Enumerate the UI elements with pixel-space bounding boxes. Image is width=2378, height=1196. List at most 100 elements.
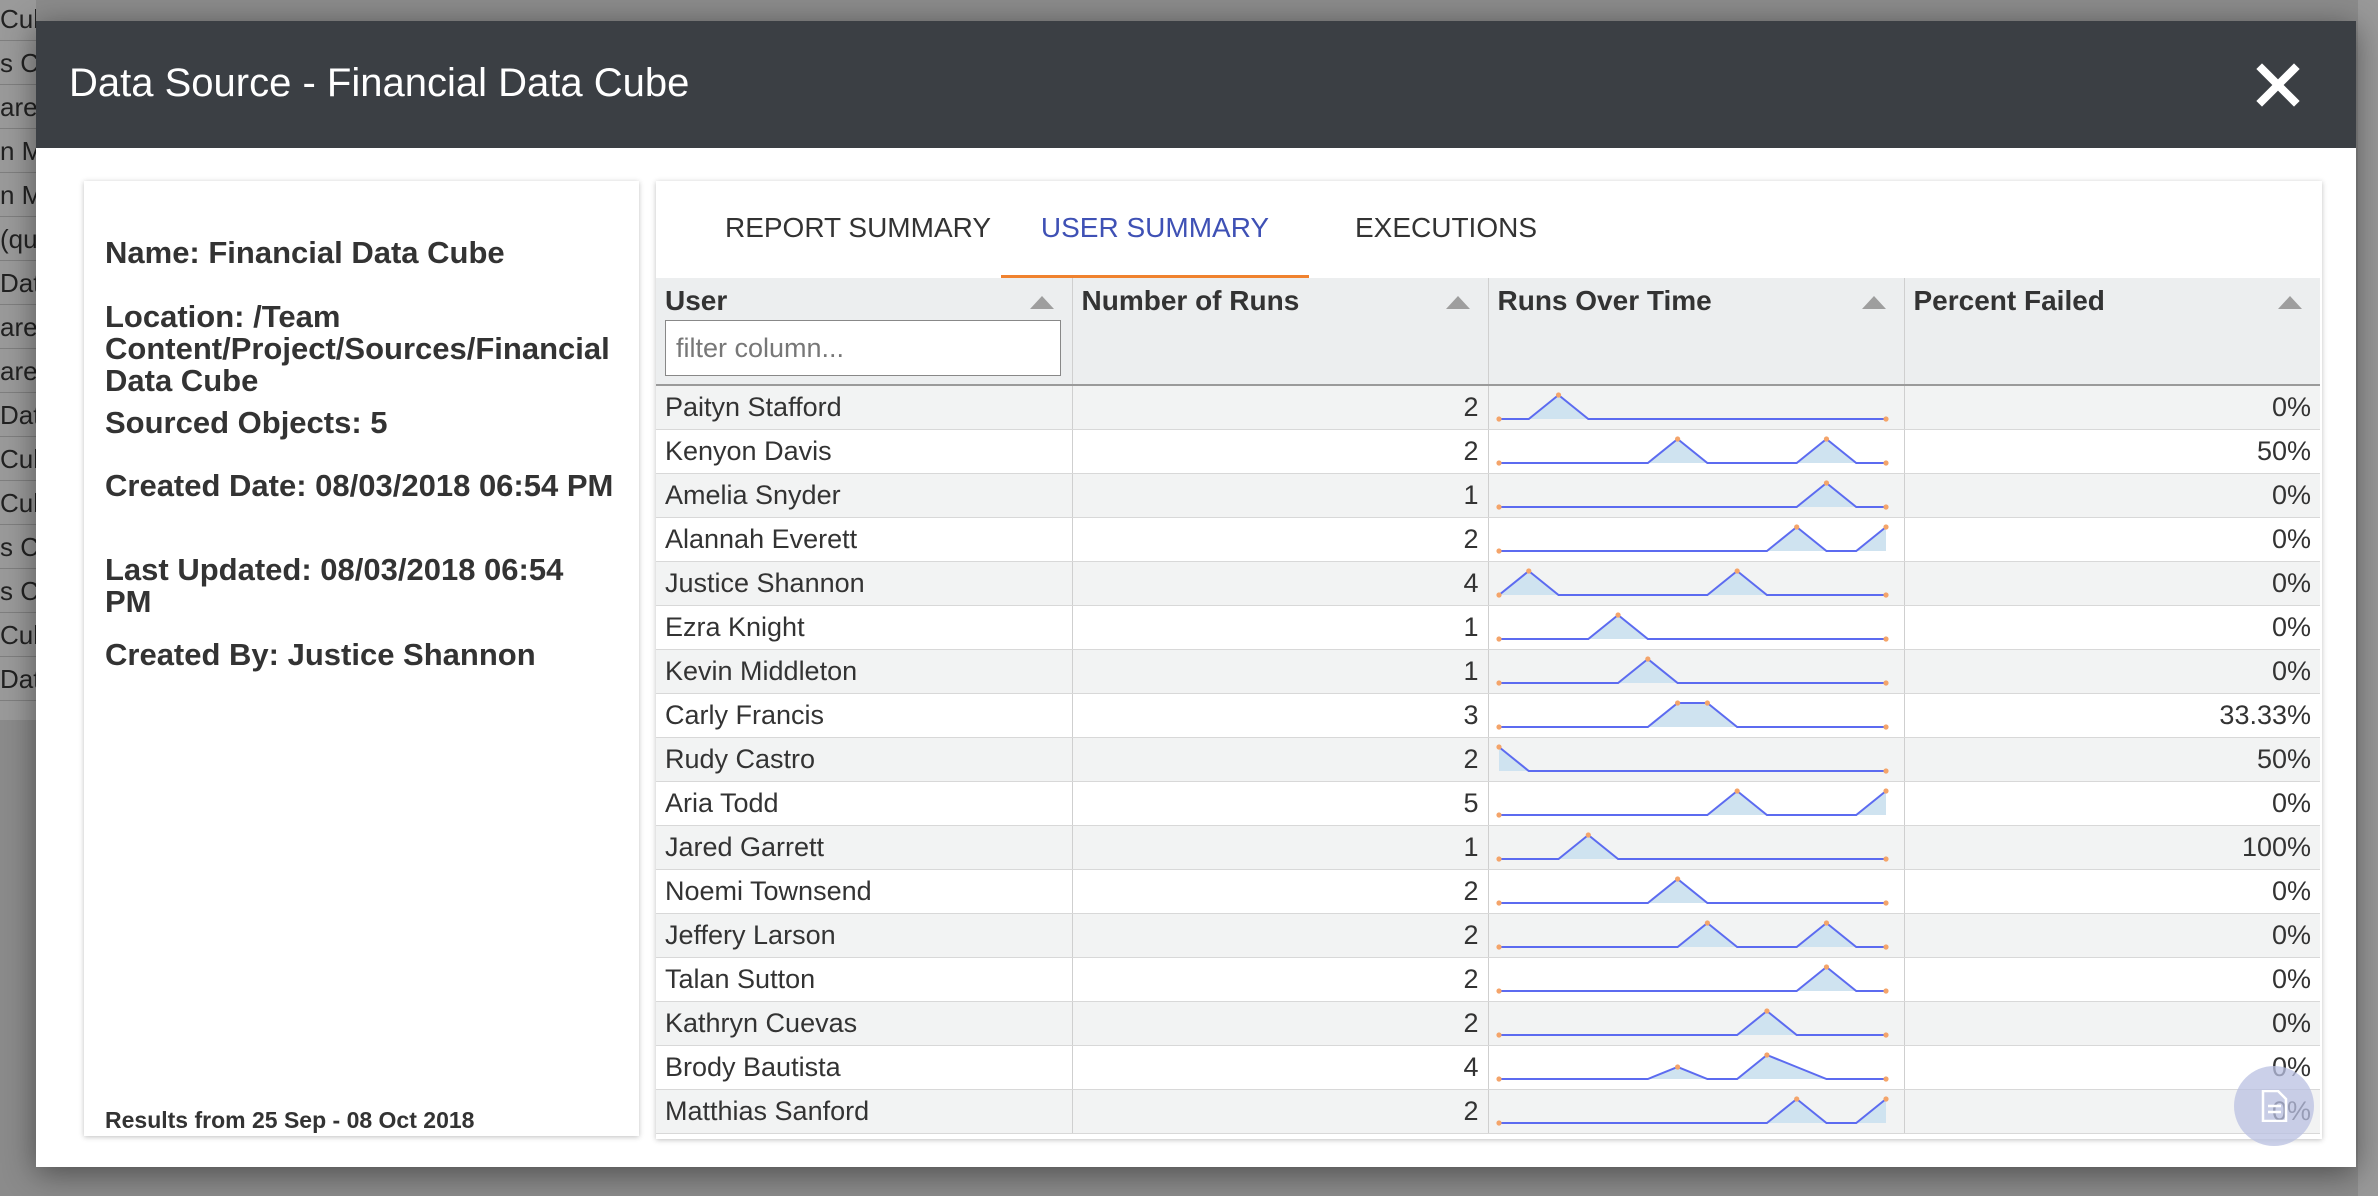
sparkline-area	[1498, 747, 1886, 771]
cell-percent-failed: 0%	[1904, 473, 2320, 518]
sparkline-line	[1497, 569, 1886, 596]
sparkline-marker	[1674, 1064, 1680, 1070]
sparkline-marker	[1823, 480, 1829, 486]
table-row[interactable]: Kevin Middleton 1 0%	[656, 649, 2320, 694]
table-row[interactable]: Kathryn Cuevas 2 0%	[656, 1001, 2320, 1046]
table-row[interactable]: Matthias Sanford20%	[656, 1089, 2320, 1134]
sparkline-marker	[1793, 524, 1799, 530]
cell-percent-failed: 50%	[1904, 737, 2320, 782]
cell-runs-over-time	[1488, 913, 1905, 958]
cell-number-of-runs: 2	[1072, 429, 1489, 474]
sparkline-marker	[1882, 768, 1889, 774]
table-row[interactable]: Noemi Townsend 2 0%	[656, 869, 2320, 914]
sparkline-line	[1498, 965, 1886, 992]
tab-executions[interactable]: EXECUTIONS	[1354, 212, 1538, 243]
table-row[interactable]: Carly Francis 3 33.33%	[656, 693, 2320, 738]
sparkline-marker	[1674, 700, 1680, 706]
sparkline-marker	[1823, 436, 1829, 442]
sparkline-area	[1498, 527, 1886, 551]
cell-runs-over-time	[1488, 869, 1905, 914]
sparkline-marker	[1882, 524, 1889, 530]
sparkline-marker	[1525, 568, 1531, 574]
table-row[interactable]: Aria Todd 5 0%	[656, 781, 2320, 826]
sparkline-area	[1498, 1055, 1886, 1079]
sparkline-marker	[1585, 832, 1591, 838]
background-cell: n Ma	[0, 136, 36, 173]
sparkline-chart	[1495, 1096, 1889, 1126]
sparkline-marker	[1882, 1076, 1889, 1082]
table-row[interactable]: Brody Bautista 4 0%	[656, 1045, 2320, 1090]
detail-sourced-objects: Sourced Objects: 5	[105, 405, 388, 440]
sparkline-marker	[1674, 876, 1680, 882]
cell-runs-over-time	[1488, 561, 1905, 606]
cell-number-of-runs: 4	[1072, 561, 1489, 606]
table-row[interactable]: Kenyon Davis 2 50%	[656, 429, 2320, 474]
sparkline-marker	[1495, 1076, 1502, 1082]
sparkline-chart	[1495, 480, 1889, 510]
sparkline-area	[1498, 791, 1886, 815]
sparkline-line	[1498, 1053, 1886, 1080]
cell-user: Aria Todd	[656, 781, 1073, 826]
detail-created-date: Created Date: 08/03/2018 06:54 PM	[105, 468, 614, 503]
sparkline-marker	[1495, 504, 1502, 510]
sparkline-line	[1498, 1009, 1886, 1036]
sparkline-line	[1498, 877, 1886, 904]
sparkline-line	[1498, 1097, 1887, 1124]
background-cell: Cub	[0, 4, 36, 41]
column-header-user[interactable]: User	[656, 278, 1073, 386]
sparkline-marker	[1495, 988, 1502, 994]
sort-up-icon[interactable]	[2278, 296, 2302, 309]
background-cell: (qu	[0, 224, 36, 261]
cell-percent-failed: 33.33%	[1904, 693, 2320, 738]
export-fab-button[interactable]	[2234, 1066, 2314, 1146]
table-row[interactable]: Alannah Everett 2 0%	[656, 517, 2320, 562]
sparkline-line	[1498, 613, 1886, 640]
table-row[interactable]: Talan Sutton 2 0%	[656, 957, 2320, 1002]
sort-up-icon[interactable]	[1445, 296, 1470, 309]
cell-percent-failed: 50%	[1904, 429, 2320, 474]
tab-bar: REPORT SUMMARY USER SUMMARY EXECUTIONS	[656, 181, 2322, 279]
background-cell: are	[0, 356, 36, 393]
cell-user: Talan Sutton	[656, 957, 1073, 1002]
background-right-edge	[2358, 0, 2378, 1196]
column-header-percent-failed[interactable]: Percent Failed	[1904, 278, 2320, 386]
sparkline-marker	[1882, 988, 1889, 994]
column-header-runs-over-time[interactable]: Runs Over Time	[1488, 278, 1905, 386]
sparkline-marker	[1555, 392, 1561, 398]
table-row[interactable]: Rudy Castro 2 50%	[656, 737, 2320, 782]
tab-user-summary[interactable]: USER SUMMARY	[1001, 181, 1309, 279]
cell-number-of-runs: 2	[1072, 385, 1489, 430]
user-filter-input[interactable]	[665, 320, 1061, 376]
sparkline-chart	[1495, 524, 1889, 554]
sparkline-area	[1498, 967, 1886, 991]
sort-up-icon[interactable]	[1861, 296, 1886, 309]
cell-runs-over-time	[1488, 957, 1905, 1002]
sparkline-marker	[1882, 944, 1889, 950]
sparkline-line	[1498, 921, 1886, 948]
details-panel: Name: Financial Data Cube Location: /Tea…	[84, 181, 639, 1136]
close-button[interactable]	[2252, 59, 2304, 111]
sparkline-marker	[1495, 944, 1502, 950]
tab-report-summary[interactable]: REPORT SUMMARY	[724, 212, 992, 243]
table-row[interactable]: Amelia Snyder 1 0%	[656, 473, 2320, 518]
table-row[interactable]: Justice Shannon 4 0%	[656, 561, 2320, 606]
table-body: Paityn Stafford 2 0% Kenyon Davis 2 50% Amelia…	[656, 385, 2320, 1134]
cell-user: Paityn Stafford	[656, 385, 1073, 430]
sparkline-chart	[1495, 392, 1889, 422]
sparkline-area	[1498, 571, 1886, 595]
sparkline-marker	[1734, 568, 1740, 574]
sort-up-icon[interactable]	[1029, 296, 1054, 309]
table-row[interactable]: Paityn Stafford 2 0%	[656, 385, 2320, 430]
table-row[interactable]: Jared Garrett 1 100%	[656, 825, 2320, 870]
sparkline-line	[1498, 702, 1886, 728]
sparkline-line	[1498, 393, 1886, 421]
cell-runs-over-time	[1488, 517, 1905, 562]
cell-percent-failed: 0%	[1904, 1001, 2320, 1046]
column-header-number-of-runs[interactable]: Number of Runs	[1072, 278, 1489, 386]
background-cell: are	[0, 312, 36, 349]
sparkline-area	[1498, 483, 1886, 507]
cell-number-of-runs: 1	[1072, 605, 1489, 650]
table-row[interactable]: Ezra Knight 1 0%	[656, 605, 2320, 650]
cell-percent-failed: 0%	[1904, 781, 2320, 826]
table-row[interactable]: Jeffery Larson 2 0%	[656, 913, 2320, 958]
